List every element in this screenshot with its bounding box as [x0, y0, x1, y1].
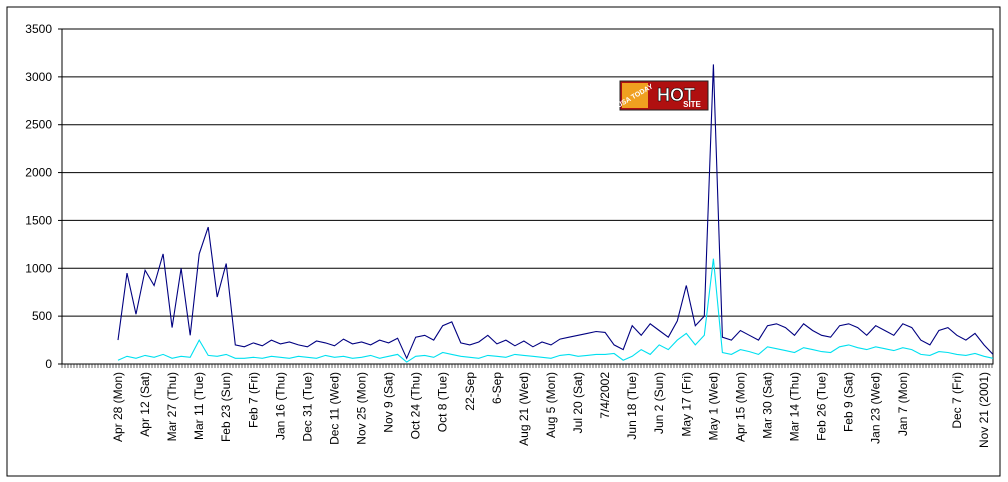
x-tick-label: Apr 28 (Mon) [111, 372, 125, 442]
y-tick-label: 1500 [25, 213, 52, 227]
x-tick-label: Feb 9 (Sat) [842, 372, 856, 432]
x-tick-label: 7/4/2002 [598, 372, 612, 419]
x-tick-label: Jan 7 (Mon) [896, 372, 910, 436]
y-tick-label: 3000 [25, 70, 52, 84]
x-tick-label: Mar 14 (Thu) [788, 372, 802, 441]
x-tick-label: Feb 7 (Fri) [246, 372, 260, 428]
x-tick-label: Jun 18 (Tue) [625, 372, 639, 440]
x-tick-label: Nov 9 (Sat) [382, 372, 396, 433]
x-tick-label: Jul 20 (Sat) [571, 372, 585, 433]
x-tick-label: Apr 12 (Sat) [138, 372, 152, 437]
x-tick-label: Apr 15 (Mon) [733, 372, 747, 442]
x-tick-label: Dec 11 (Wed) [327, 372, 341, 445]
x-tick-label: Feb 23 (Sun) [219, 372, 233, 442]
x-tick-label: Jan 16 (Thu) [273, 372, 287, 440]
plot-area [61, 28, 994, 365]
x-tick-label: May 17 (Fri) [679, 372, 693, 437]
x-tick-label: Jan 23 (Wed) [869, 372, 883, 444]
x-tick-label: Feb 26 (Tue) [815, 372, 829, 441]
badge: USA TODAY HOT SITE [616, 80, 709, 111]
x-tick-label: 22-Sep [463, 372, 477, 411]
x-tick-label: 6-Sep [490, 372, 504, 404]
y-tick-label: 0 [45, 357, 52, 371]
x-tick-label: Mar 11 (Tue) [192, 372, 206, 440]
x-tick-label: Aug 5 (Mon) [544, 372, 558, 438]
x-tick-label: Nov 21 (2001) [977, 372, 991, 448]
x-tick-label: Nov 25 (Mon) [355, 372, 369, 445]
series-line [117, 258, 994, 363]
x-tick-label: May 1 (Wed) [706, 372, 720, 440]
x-tick-label: Oct 24 (Thu) [409, 372, 423, 439]
x-tick-label: Oct 8 (Tue) [436, 372, 450, 432]
x-tick-label: Dec 7 (Fri) [950, 372, 964, 429]
badge-logo [622, 83, 648, 108]
x-tick-label: Jun 2 (Sun) [652, 372, 666, 434]
x-tick-label: Dec 31 (Tue) [300, 372, 314, 442]
y-tick-label: 500 [32, 309, 52, 323]
badge-site: SITE [683, 100, 701, 109]
x-tick-label: Mar 27 (Thu) [165, 372, 179, 441]
y-tick-label: 1000 [25, 261, 52, 275]
badge-hot: HOT [657, 85, 695, 105]
x-tick-label: Mar 30 (Sat) [760, 372, 774, 439]
y-tick-label: 3500 [25, 22, 52, 36]
x-tick-label: Aug 21 (Wed) [517, 372, 531, 446]
series-line [117, 64, 994, 360]
y-tick-label: 2500 [25, 118, 52, 132]
y-tick-label: 2000 [25, 166, 52, 180]
